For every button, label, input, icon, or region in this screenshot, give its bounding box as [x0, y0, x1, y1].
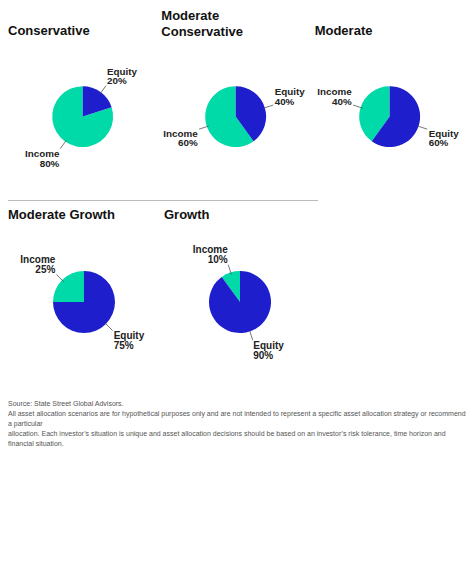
svg-text:Income10%: Income10% [193, 245, 228, 266]
svg-text:Income40%: Income40% [317, 86, 352, 107]
svg-text:Equity20%: Equity20% [107, 66, 138, 87]
html-text:Moderate: Moderate [314, 23, 373, 39]
html-text:Moderate Conservative: Moderate Conservative [161, 8, 243, 39]
svg-text:Equity40%: Equity40% [275, 86, 306, 107]
html-text:Source: State Street Global Ad: Source: State Street Global Advisors. Al… [8, 400, 466, 447]
svg-text:Income80%: Income80% [25, 148, 60, 169]
svg-text:Equity90%: Equity90% [253, 340, 284, 361]
svg-text:Income25%: Income25% [20, 255, 55, 276]
html-text:Conservative: Conservative [8, 23, 90, 39]
html-text:Growth: Growth [164, 207, 210, 223]
svg-text:Equity75%: Equity75% [114, 330, 145, 351]
html-text:Moderate Growth: Moderate Growth [8, 207, 115, 223]
svg-text:Income60%: Income60% [164, 128, 199, 149]
svg-text:Equity60%: Equity60% [428, 128, 459, 149]
